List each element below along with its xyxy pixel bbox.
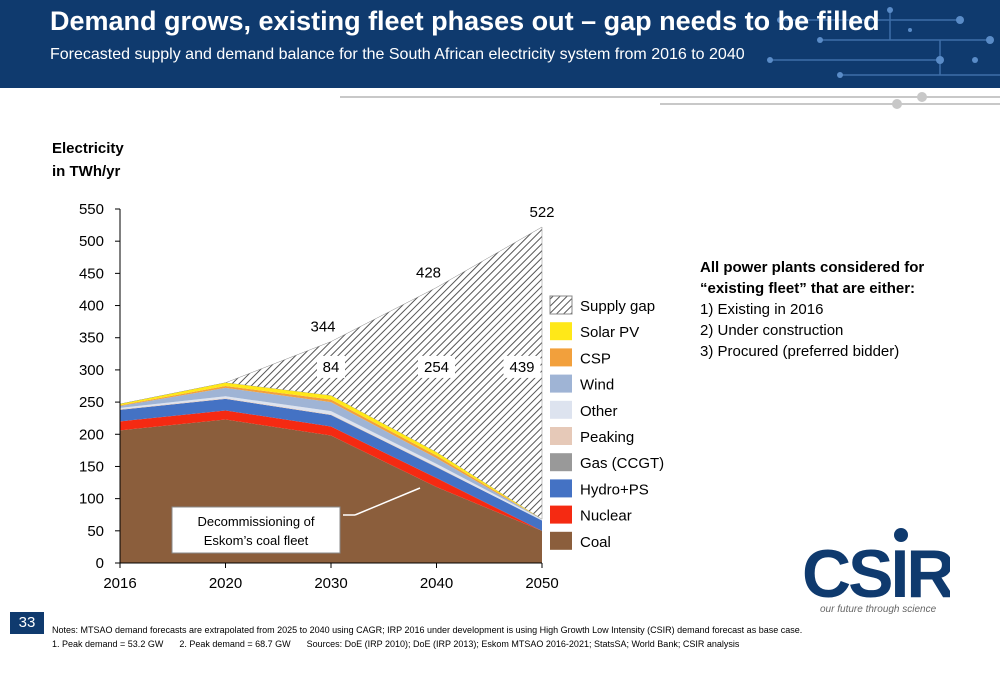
x-tick-label: 2050 — [525, 575, 558, 592]
y-tick-label: 50 — [87, 523, 104, 540]
demand-label: 522 — [529, 204, 554, 221]
legend-label: Supply gap — [580, 298, 655, 315]
area-solar-pv — [120, 382, 542, 520]
note-heading-line1: All power plants considered for — [700, 259, 925, 276]
note-heading-line2: “existing fleet” that are either: — [700, 280, 916, 297]
annotation-box — [171, 506, 341, 554]
gap-label-box — [317, 355, 345, 378]
circuit-decoration — [767, 7, 1000, 78]
legend-label: Coal — [580, 534, 611, 551]
sources: Sources: DoE (IRP 2010); DoE (IRP 2013);… — [306, 639, 740, 649]
gap-label: 439 — [509, 359, 534, 376]
legend-label: Other — [580, 403, 618, 420]
logo-text: CSIR — [802, 536, 950, 612]
legend-label: Gas (CCGT) — [580, 455, 664, 472]
legend-label: CSP — [580, 350, 611, 367]
y-axis-title: Electricity in TWh/yr — [52, 137, 124, 183]
x-tick-label: 2040 — [420, 575, 453, 592]
legend-label: Solar PV — [580, 324, 639, 341]
legend-label: Wind — [580, 377, 614, 394]
gap-label: 84 — [323, 359, 340, 376]
y-tick-label: 300 — [79, 362, 104, 379]
legend-swatch — [550, 348, 572, 367]
note-item: 2) Under construction — [700, 322, 844, 339]
legend-swatch — [550, 427, 572, 445]
annotation-text: Eskom’s coal fleet — [204, 533, 309, 548]
legend-swatch — [550, 531, 572, 550]
x-tick-label: 2030 — [314, 575, 347, 592]
x-tick-label: 2016 — [103, 575, 136, 592]
area-wind — [120, 387, 542, 520]
footnote-1: 1. Peak demand = 53.2 GW — [52, 639, 164, 649]
legend-swatch — [550, 505, 572, 524]
header-rule-decoration — [340, 92, 1000, 109]
note-item: 1) Existing in 2016 — [700, 301, 824, 318]
legend-swatch — [549, 295, 573, 315]
logo-dot — [894, 528, 908, 542]
legend-label: Hydro+PS — [580, 481, 649, 498]
gap-label-box — [503, 355, 541, 378]
area-hydro-ps — [120, 398, 542, 531]
gap-label: 254 — [424, 359, 449, 376]
y-tick-label: 150 — [79, 458, 104, 475]
annotation-text: Decommissioning of — [197, 514, 314, 529]
y-tick-label: 500 — [79, 233, 104, 250]
footer-note-line: Notes: MTSAO demand forecasts are extrap… — [52, 625, 803, 635]
annotation-line — [354, 487, 421, 516]
note-item: 3) Procured (preferred bidder) — [700, 343, 900, 360]
y-tick-label: 450 — [79, 265, 104, 282]
legend-swatch — [550, 374, 572, 393]
legend-swatch — [550, 479, 572, 498]
footnote-2: 2. Peak demand = 68.7 GW — [179, 639, 291, 649]
demand-label: 428 — [416, 265, 441, 282]
logo-tagline: our future through science — [820, 604, 937, 615]
y-tick-label: 0 — [96, 555, 104, 572]
y-tick-label: 350 — [79, 330, 104, 347]
legend-swatch — [550, 453, 572, 472]
footer-sources-line: 1. Peak demand = 53.2 GW 2. Peak demand =… — [52, 637, 802, 651]
header-banner: Demand grows, existing fleet phases out … — [0, 0, 1000, 88]
y-axis-title-line2: in TWh/yr — [52, 163, 121, 180]
demand-label: 344 — [310, 319, 335, 336]
y-tick-label: 200 — [79, 426, 104, 443]
page-number: 33 — [10, 612, 44, 634]
csir-logo: CSIR — [802, 528, 950, 612]
gap-label-box — [418, 355, 455, 378]
y-tick-label: 100 — [79, 491, 104, 508]
y-tick-label: 400 — [79, 298, 104, 315]
legend-label: Nuclear — [580, 508, 632, 525]
area-nuclear — [120, 410, 542, 531]
legend-label: Peaking — [580, 429, 634, 446]
y-tick-label: 550 — [79, 201, 104, 218]
x-tick-label: 2020 — [209, 575, 242, 592]
y-tick-label: 250 — [79, 394, 104, 411]
existing-fleet-note: All power plants considered for “existin… — [700, 257, 924, 362]
legend-swatch — [550, 400, 572, 419]
page-subtitle: Forecasted supply and demand balance for… — [50, 46, 745, 63]
y-axis-title-line1: Electricity — [52, 140, 124, 157]
legend-swatch — [550, 322, 572, 341]
footer-notes: Notes: MTSAO demand forecasts are extrap… — [52, 623, 802, 651]
page-title: Demand grows, existing fleet phases out … — [50, 6, 880, 36]
